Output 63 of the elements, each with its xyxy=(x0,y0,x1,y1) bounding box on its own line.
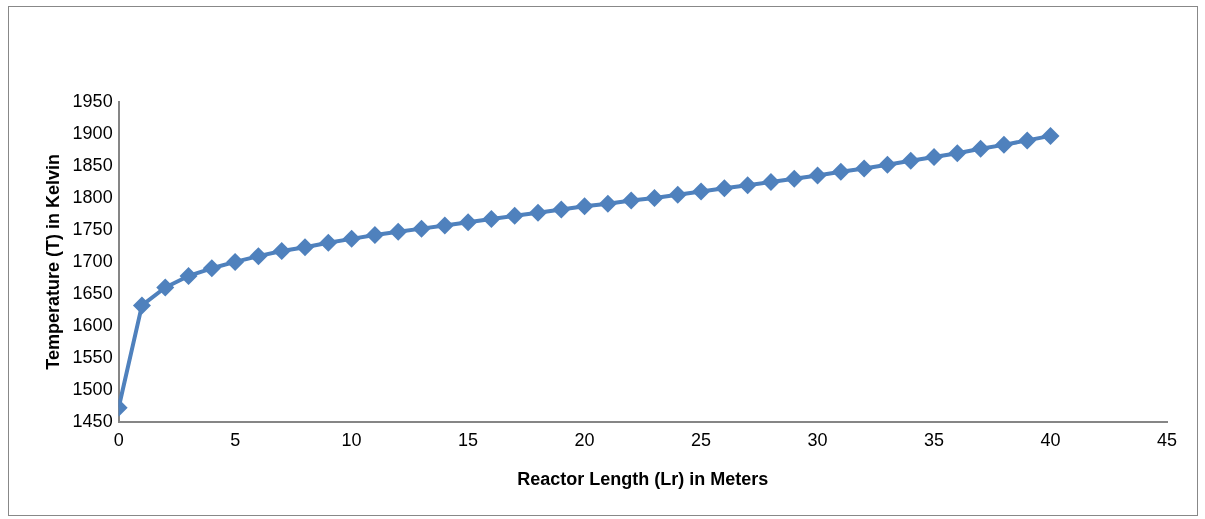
point xyxy=(342,229,361,248)
x-tick-label: 10 xyxy=(341,429,362,450)
point xyxy=(901,151,920,170)
point xyxy=(412,219,431,238)
point xyxy=(249,247,268,266)
y-tick-label: 1900 xyxy=(72,122,113,143)
point xyxy=(785,169,804,188)
point xyxy=(156,278,175,297)
point xyxy=(575,197,594,216)
point xyxy=(855,159,874,178)
point xyxy=(202,259,221,278)
x-tick-label: 15 xyxy=(458,429,479,450)
point xyxy=(552,200,571,219)
x-axis-title: Reactor Length (Lr) in Meters xyxy=(517,469,769,490)
point xyxy=(645,188,664,207)
point xyxy=(738,176,757,195)
point xyxy=(808,166,827,185)
point xyxy=(272,242,291,261)
y-tick-label: 1850 xyxy=(72,154,113,175)
x-tick-label: 25 xyxy=(691,429,712,450)
point xyxy=(622,191,641,210)
x-tick-label: 0 xyxy=(113,429,124,450)
point xyxy=(994,135,1013,154)
y-tick-label: 1550 xyxy=(72,346,113,367)
y-axis-title: Temperature (T) in Kelvin xyxy=(42,154,63,370)
y-tick-label: 1800 xyxy=(72,186,113,207)
x-tick-label: 30 xyxy=(807,429,828,450)
y-tick-label: 1650 xyxy=(72,282,113,303)
point xyxy=(971,139,990,158)
x-tick-label: 35 xyxy=(924,429,945,450)
point xyxy=(878,155,897,174)
y-tick-label: 1600 xyxy=(72,314,113,335)
point xyxy=(319,233,338,252)
point xyxy=(692,182,711,201)
point xyxy=(482,210,501,229)
point xyxy=(459,213,478,232)
x-tick-label: 40 xyxy=(1040,429,1061,450)
y-tick-label: 1700 xyxy=(72,250,113,271)
point xyxy=(1041,126,1060,145)
point xyxy=(761,172,780,191)
point xyxy=(132,296,151,315)
point xyxy=(226,252,245,271)
x-tick-label: 20 xyxy=(574,429,595,450)
y-tick-label: 1500 xyxy=(72,378,113,399)
point xyxy=(365,226,384,245)
point xyxy=(668,185,687,204)
point xyxy=(925,148,944,167)
point xyxy=(505,206,524,225)
point xyxy=(179,266,198,285)
y-tick-label: 1950 xyxy=(72,90,113,111)
x-tick-label: 45 xyxy=(1156,429,1178,450)
point xyxy=(831,162,850,181)
point xyxy=(435,216,454,235)
point xyxy=(715,179,734,198)
point xyxy=(1018,131,1037,150)
point xyxy=(296,238,315,257)
point xyxy=(948,144,967,163)
x-tick-label: 5 xyxy=(230,429,241,450)
point xyxy=(528,203,547,222)
y-tick-label: 1750 xyxy=(72,218,113,239)
point xyxy=(598,194,617,213)
point xyxy=(389,222,408,241)
y-tick-label: 1450 xyxy=(72,410,113,431)
